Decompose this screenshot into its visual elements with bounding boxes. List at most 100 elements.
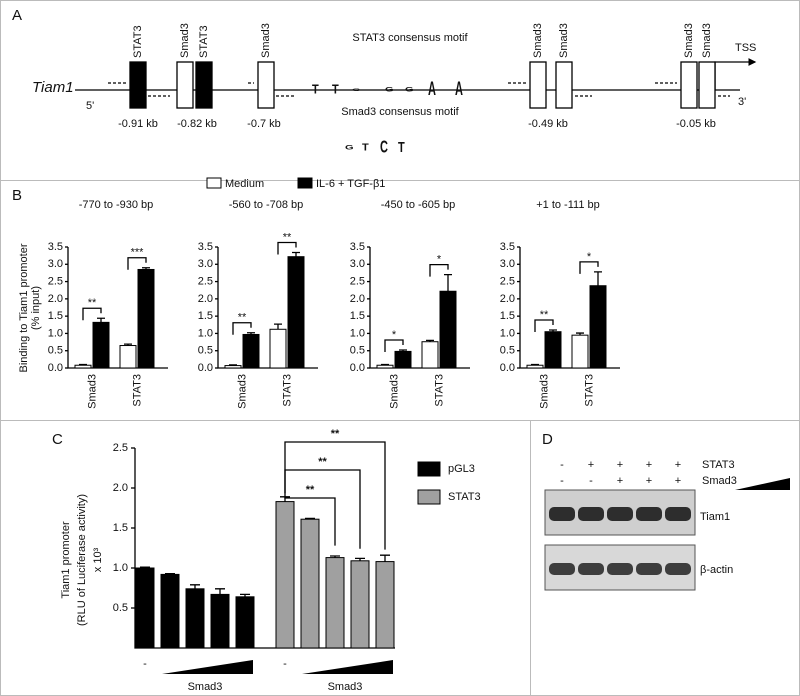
- position-label: -0.49 kb: [528, 118, 568, 130]
- panel-b: Medium IL-6 + TGF-β1 -770 to -930 bp 0.0 0.5…: [18, 177, 620, 409]
- motif-letter: C: [352, 88, 360, 92]
- y-tick-label: 3.0: [48, 258, 63, 270]
- y-tick-label: 2.0: [500, 293, 515, 305]
- bar: [74, 364, 92, 369]
- binding-site: [680, 61, 698, 109]
- bar: [421, 341, 439, 369]
- tss-arrow: [714, 58, 757, 90]
- y-tick-label: 1.0: [500, 327, 515, 339]
- x-tick-label: Smad3: [86, 374, 98, 409]
- y-tick-label: 3.5: [350, 241, 365, 253]
- position-label: -0.7 kb: [247, 118, 281, 130]
- bar: [160, 573, 180, 649]
- bar: [185, 588, 205, 649]
- site-label: Smad3: [260, 23, 272, 58]
- position-label: -0.82 kb: [177, 118, 217, 130]
- y-tick-label: 0.5: [350, 345, 365, 357]
- error-bar: [355, 557, 365, 561]
- site-label: Smad3: [558, 23, 570, 58]
- binding-site: [176, 61, 194, 109]
- motif-letter: T: [312, 82, 319, 97]
- x-tick-label: STAT3: [583, 374, 595, 407]
- x-tick-label: STAT3: [433, 374, 445, 407]
- site-label: Smad3: [532, 23, 544, 58]
- gene-name: Tiam1: [32, 79, 74, 96]
- y-tick-label: 2.5: [48, 275, 63, 287]
- binding-site: [555, 61, 573, 109]
- band: [636, 507, 662, 521]
- y-tick-label: 1.5: [48, 310, 63, 322]
- legend-label: STAT3: [448, 491, 481, 503]
- significance-label: **: [238, 312, 247, 324]
- bar: [350, 560, 370, 649]
- bar: [571, 334, 589, 369]
- y-tick-label: 0.0: [350, 362, 365, 374]
- legend-swatch: [206, 177, 222, 189]
- bar: [375, 561, 395, 649]
- x-tick-label: Smad3: [538, 374, 550, 409]
- significance-label: **: [540, 309, 549, 321]
- significance-bracket: [579, 261, 599, 274]
- sign: +: [646, 459, 652, 471]
- five-prime: 5': [86, 100, 94, 112]
- error-bar: [380, 554, 390, 562]
- motif-title: STAT3 consensus motif: [352, 32, 468, 44]
- chart-title: -450 to -605 bp: [381, 199, 456, 211]
- panel-label: B: [12, 187, 22, 204]
- bar: [439, 290, 457, 369]
- panel-label: D: [542, 431, 553, 448]
- band: [578, 507, 604, 521]
- y-tick-label: 2.0: [113, 482, 128, 494]
- y-axis-label: (% input): [30, 286, 42, 330]
- sign: +: [588, 459, 594, 471]
- significance-label: **: [88, 297, 97, 309]
- error-bar: [381, 363, 389, 366]
- bar: [135, 567, 155, 649]
- y-tick-label: 1.0: [48, 327, 63, 339]
- legend-label: IL-6 + TGF-β1: [316, 178, 385, 190]
- band: [549, 563, 575, 575]
- dose-wedge: [302, 660, 393, 674]
- significance-bracket: [284, 469, 361, 549]
- position-label: -0.91 kb: [118, 118, 158, 130]
- significance-bracket: [284, 493, 336, 546]
- bar: [394, 350, 412, 369]
- significance-label: **: [306, 484, 315, 496]
- binding-site: [257, 61, 275, 109]
- significance-bracket: [127, 257, 147, 270]
- y-tick-label: 3.5: [500, 241, 515, 253]
- significance-bracket: [429, 264, 449, 277]
- y-axis-label: Tiam1 promoter: [60, 521, 72, 599]
- error-bar: [97, 317, 105, 323]
- y-tick-label: 2.5: [350, 275, 365, 287]
- motif-title: Smad3 consensus motif: [341, 106, 459, 118]
- band: [607, 563, 633, 575]
- significance-label: **: [283, 231, 292, 243]
- sign: -: [560, 475, 564, 487]
- y-tick-label: 2.0: [198, 293, 213, 305]
- row-label: STAT3: [702, 459, 735, 471]
- band: [578, 563, 604, 575]
- y-tick-label: 2.0: [48, 293, 63, 305]
- bar: [210, 593, 230, 649]
- error-bar: [594, 271, 602, 286]
- motif-letter: T: [332, 82, 339, 97]
- y-tick-label: 2.5: [500, 275, 515, 287]
- bar: [269, 328, 287, 369]
- binding-site: [698, 61, 716, 109]
- legend-swatch: [417, 461, 441, 477]
- significance-label: ***: [131, 247, 145, 259]
- x-tick-label: Smad3: [388, 374, 400, 409]
- error-bar: [229, 364, 237, 366]
- x-axis-label: Smad3: [328, 681, 363, 693]
- bar: [287, 256, 305, 369]
- y-tick-label: 0.5: [113, 602, 128, 614]
- bar: [119, 345, 137, 369]
- band-label: β-actin: [700, 564, 733, 576]
- bar: [275, 501, 295, 649]
- significance-bracket: [277, 241, 297, 255]
- significance-bracket: [284, 441, 386, 550]
- y-tick-label: 0.5: [500, 345, 515, 357]
- x-tick-label: Smad3: [236, 374, 248, 409]
- y-axis-label: Binding to Tiam1 promoter: [18, 243, 30, 372]
